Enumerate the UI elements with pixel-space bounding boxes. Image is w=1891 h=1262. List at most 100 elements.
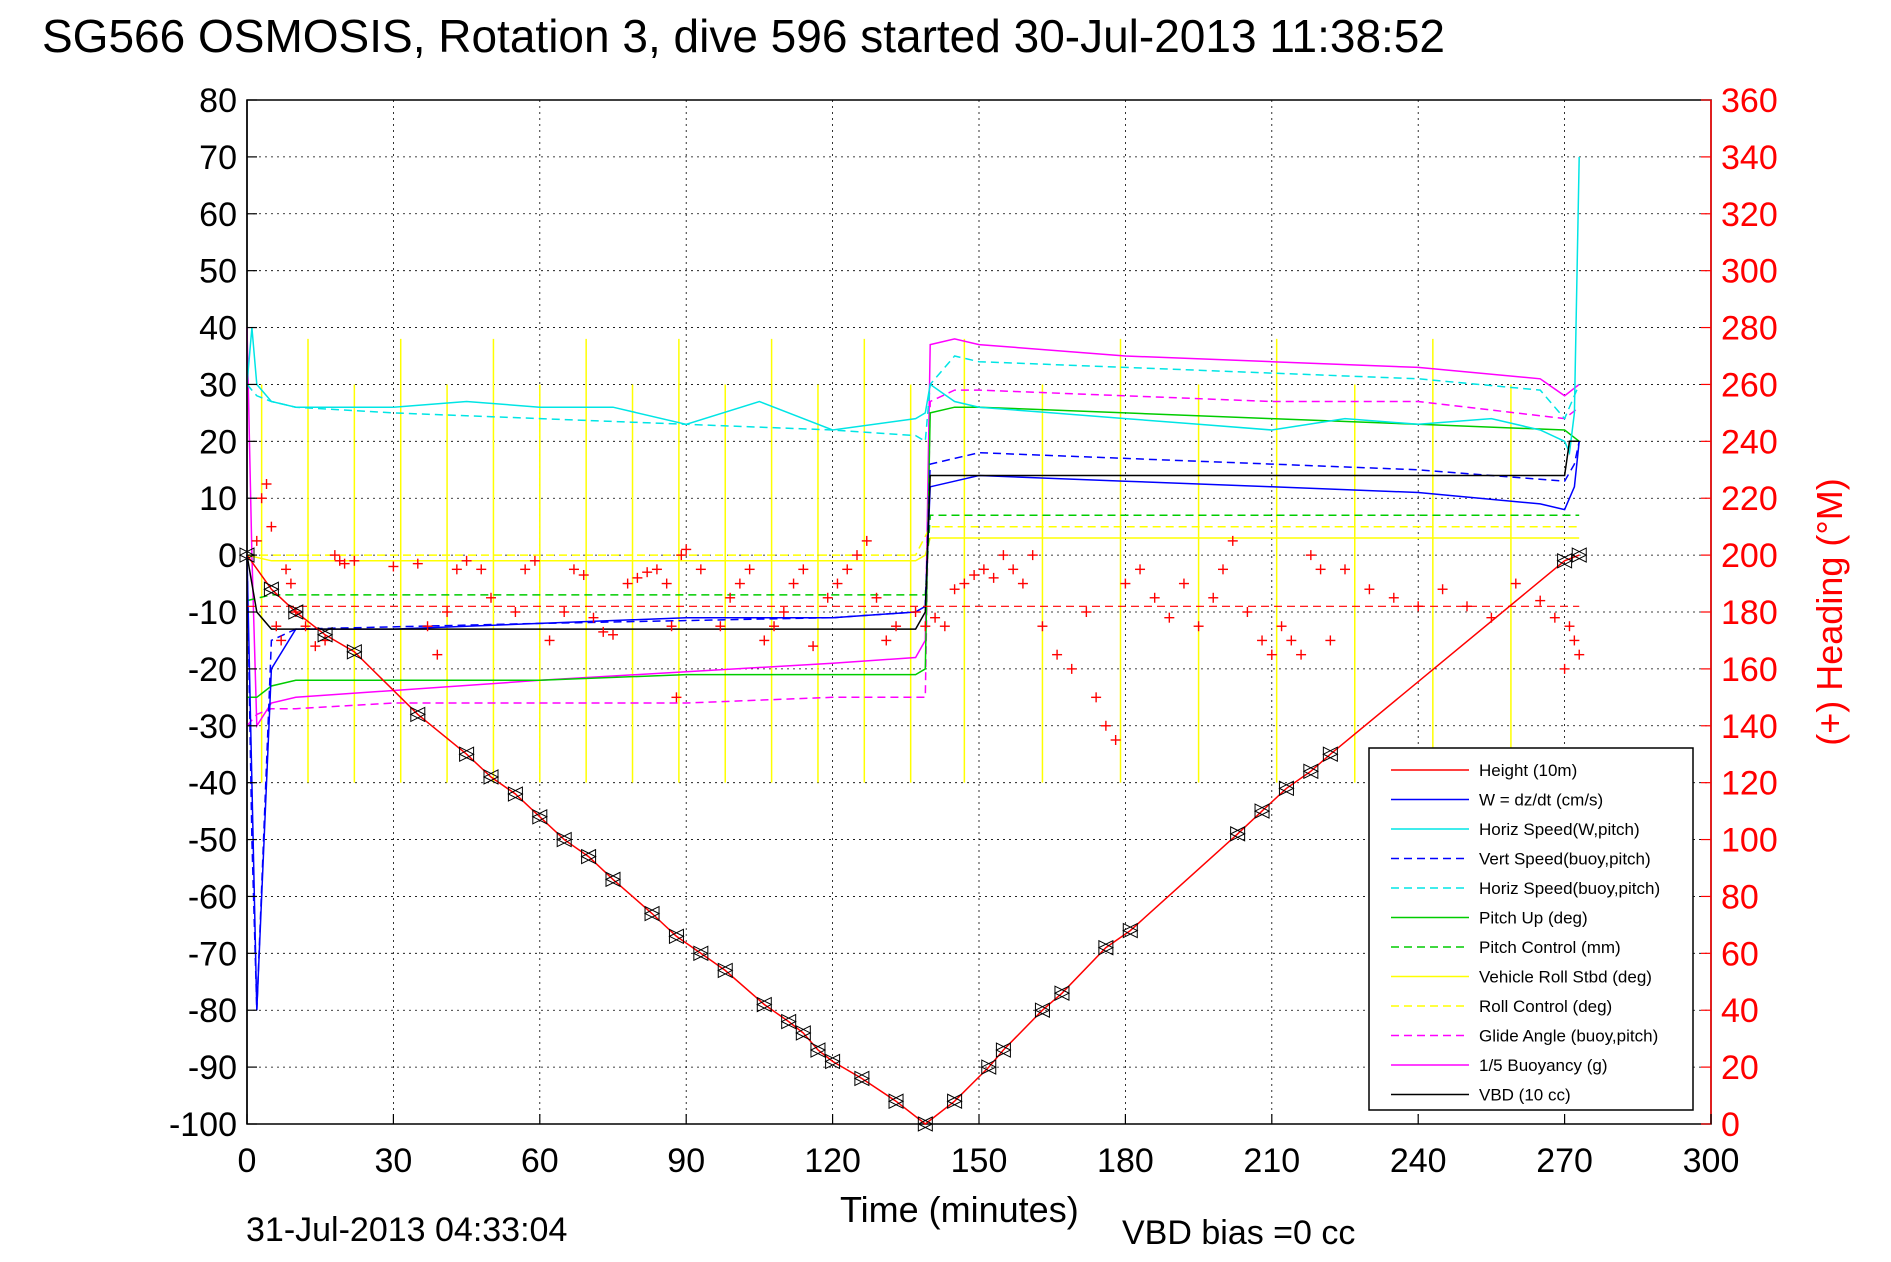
heading-marker	[676, 550, 687, 561]
heading-marker	[1437, 584, 1448, 595]
heading-marker	[930, 612, 941, 623]
x-tick-label: 0	[238, 1142, 257, 1180]
legend-label: 1/5 Buoyancy (g)	[1479, 1056, 1608, 1075]
heading-marker	[412, 558, 423, 569]
right-tick-label: 60	[1721, 935, 1759, 973]
heading-marker	[476, 564, 487, 575]
heading-marker	[1315, 564, 1326, 575]
left-y-axis: 80 70 60 50 40 30 20 10 0 -10 -20 -30 -40 -50 -60 -70 -8…	[169, 82, 257, 1144]
heading-marker	[642, 567, 653, 578]
left-tick-label: 20	[199, 423, 237, 461]
series-line-6	[246, 514, 1580, 602]
heading-marker	[544, 635, 555, 646]
height-marker	[580, 848, 597, 865]
right-tick-label: 240	[1721, 423, 1778, 461]
heading-marker	[310, 641, 321, 652]
heading-marker	[1017, 578, 1028, 589]
x-axis-label: Time (minutes)	[840, 1189, 1079, 1230]
height-marker	[1097, 939, 1114, 956]
series-line-11	[246, 440, 1580, 630]
heading-marker	[788, 578, 799, 589]
heading-marker	[744, 564, 755, 575]
heading-marker	[949, 584, 960, 595]
x-axis: 0 30 60 90 120 150 180 210 240 270 300	[238, 1114, 1740, 1180]
height-marker	[316, 626, 334, 643]
series-line-2	[246, 156, 1580, 456]
heading-marker	[1110, 735, 1121, 745]
heading-marker	[769, 621, 780, 632]
heading-marker	[588, 612, 599, 623]
series-line-0	[246, 554, 1580, 1125]
heading-marker	[349, 555, 360, 566]
legend-label: VBD (10 cc)	[1479, 1086, 1571, 1105]
heading-marker	[1305, 550, 1316, 561]
x-tick-label: 300	[1683, 1142, 1740, 1180]
legend-label: Roll Control (deg)	[1479, 997, 1612, 1016]
left-tick-label: -100	[169, 1106, 237, 1144]
heading-markers	[247, 479, 1585, 745]
heading-marker	[1364, 584, 1375, 595]
heading-marker	[861, 535, 872, 546]
right-tick-label: 320	[1721, 196, 1778, 234]
height-marker	[1556, 552, 1573, 569]
height-markers	[238, 547, 1588, 1132]
x-tick-label: 120	[804, 1142, 861, 1180]
left-tick-label: -30	[188, 708, 237, 746]
heading-marker	[661, 578, 672, 589]
heading-marker	[1486, 612, 1497, 623]
heading-marker	[1286, 635, 1297, 646]
heading-marker	[651, 564, 662, 575]
right-tick-label: 100	[1721, 822, 1778, 860]
heading-marker	[329, 550, 340, 561]
left-tick-label: -20	[188, 651, 237, 689]
right-tick-label: 300	[1721, 253, 1778, 291]
footer-timestamp: 31-Jul-2013 04:33:04	[246, 1211, 567, 1249]
heading-marker	[261, 479, 272, 489]
x-tick-label: 270	[1536, 1142, 1593, 1180]
heading-marker	[1574, 649, 1585, 660]
heading-marker	[1178, 578, 1189, 589]
left-tick-label: -60	[188, 878, 237, 916]
heading-marker	[1193, 621, 1204, 632]
height-marker	[1122, 922, 1139, 939]
heading-marker	[666, 621, 677, 632]
heading-marker	[451, 564, 462, 575]
heading-marker	[300, 621, 311, 632]
left-tick-label: -70	[188, 935, 237, 973]
heading-marker	[442, 607, 453, 617]
right-tick-label: 360	[1721, 82, 1778, 120]
height-marker	[531, 808, 548, 825]
height-marker	[556, 831, 573, 848]
heading-marker	[266, 521, 277, 532]
heading-marker	[939, 621, 950, 632]
height-marker	[1302, 763, 1319, 780]
legend: Height (10m) W = dz/dt (cm/s) Horiz Speed(…	[1368, 747, 1694, 1111]
height-marker	[756, 996, 773, 1013]
heading-marker	[871, 592, 882, 603]
heading-marker	[285, 578, 296, 589]
heading-marker	[988, 572, 999, 583]
heading-marker	[959, 578, 970, 589]
right-tick-label: 220	[1721, 480, 1778, 518]
right-tick-label: 160	[1721, 651, 1778, 689]
heading-marker	[1208, 592, 1219, 603]
heading-marker	[881, 635, 892, 646]
heading-marker	[978, 564, 989, 575]
heading-marker	[798, 564, 809, 575]
heading-marker	[734, 578, 745, 589]
heading-marker	[281, 564, 292, 575]
heading-marker	[1559, 663, 1570, 674]
left-tick-label: 10	[199, 480, 237, 518]
heading-marker	[1340, 564, 1350, 575]
height-marker	[346, 644, 363, 660]
height-marker	[1278, 780, 1295, 797]
heading-marker	[1242, 607, 1253, 617]
heading-marker	[461, 555, 472, 566]
height-marker	[887, 1093, 905, 1110]
heading-marker	[520, 564, 531, 575]
heading-marker	[1549, 612, 1560, 623]
heading-marker	[1052, 649, 1063, 660]
heading-marker	[695, 564, 706, 575]
heading-marker	[1276, 621, 1287, 632]
height-marker	[853, 1070, 870, 1087]
